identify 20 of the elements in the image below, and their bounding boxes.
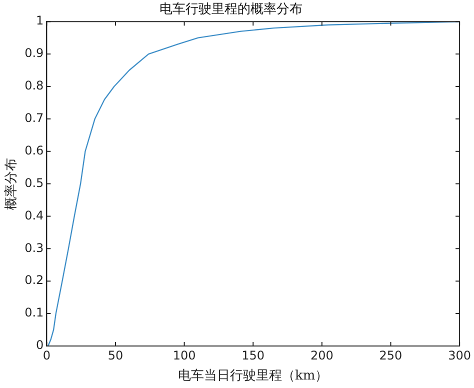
y-tick-label: 0.8 [24, 78, 44, 93]
x-tick-label: 250 [379, 348, 402, 362]
x-tick-label: 300 [448, 348, 471, 362]
x-tick-label: 50 [108, 348, 124, 362]
x-axis-title: 电车当日行驶里程（km） [178, 368, 328, 384]
y-tick-label: 0.6 [24, 143, 44, 158]
y-tick-label: 0.9 [24, 46, 44, 60]
y-axis-title: 概率分布 [3, 158, 20, 210]
x-tick-label: 150 [242, 348, 265, 362]
y-tick-label: 0.1 [24, 306, 44, 320]
y-tick-label: 0.3 [24, 240, 44, 255]
y-tick-label: 0.2 [24, 273, 44, 288]
x-tick-label: 100 [172, 348, 196, 362]
y-tick-label: 0 [36, 338, 44, 352]
x-tick-label: 200 [310, 348, 334, 362]
chart-title: 电车行驶里程的概率分布 [160, 1, 302, 18]
y-tick-label: 0.5 [24, 176, 44, 190]
y-tick-label: 0.7 [24, 111, 44, 126]
y-tick-label: 1 [36, 14, 44, 28]
y-tick-label: 0.4 [24, 208, 44, 222]
